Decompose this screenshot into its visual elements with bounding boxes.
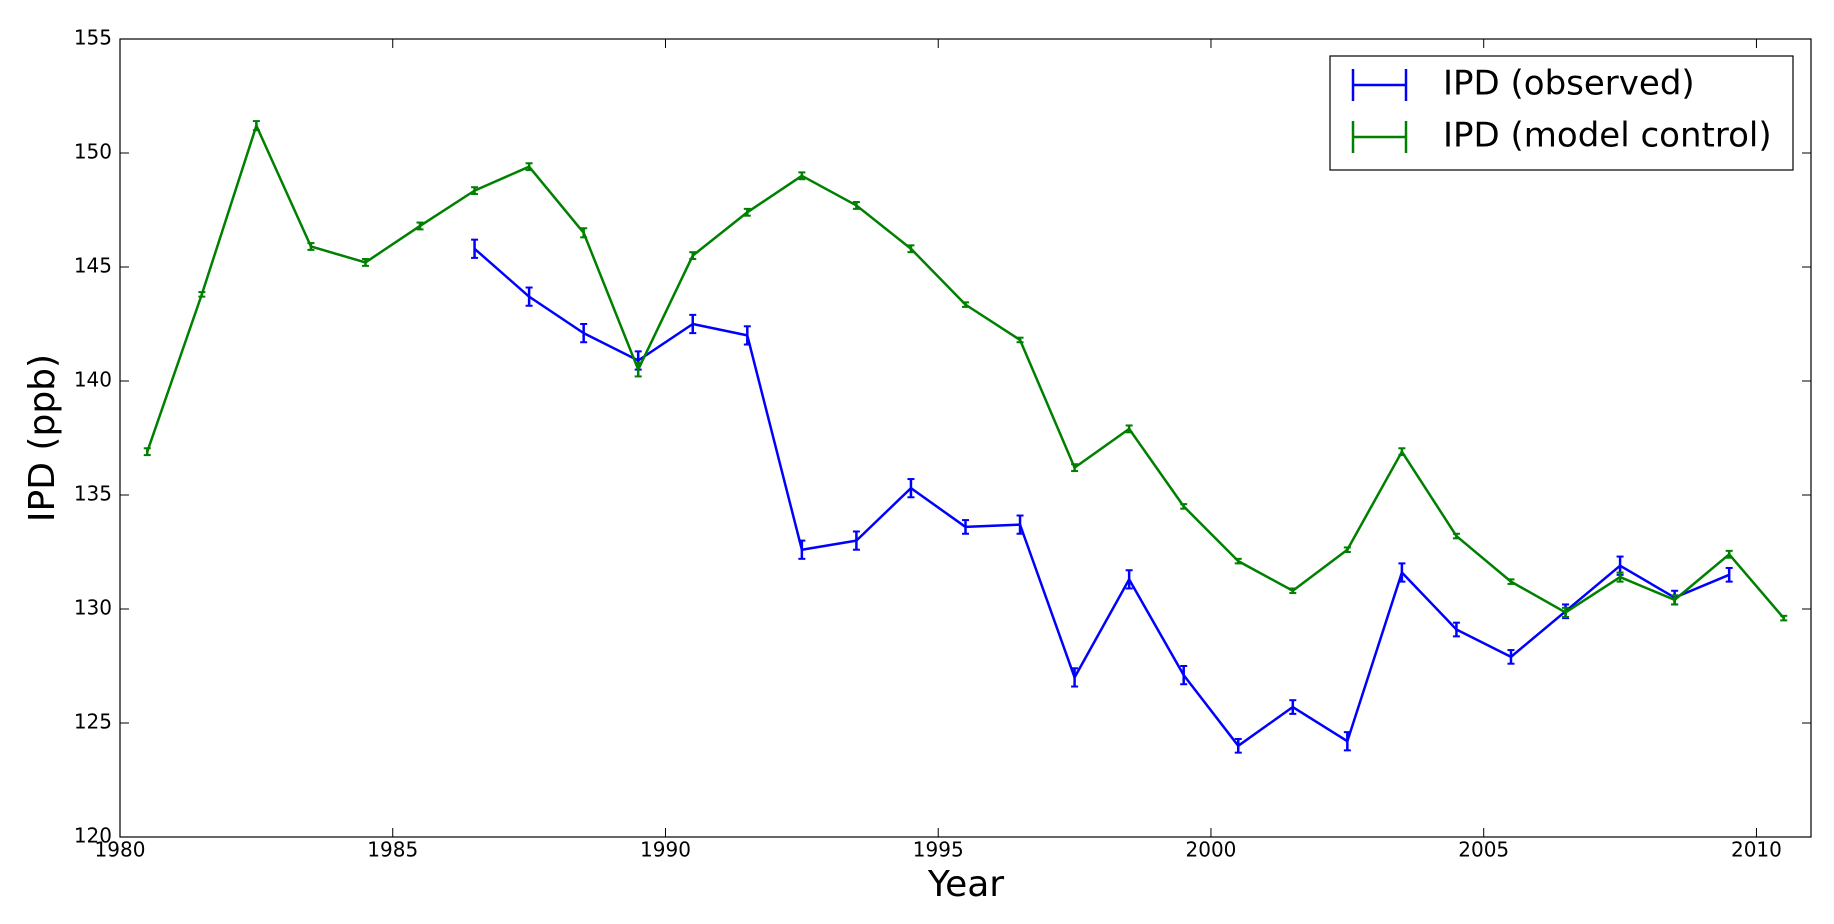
series-line (146, 124, 1785, 619)
error-bar (634, 361, 642, 378)
error-bar (743, 325, 751, 346)
error-bar (1234, 737, 1242, 754)
x-tick-label: 2005 (1458, 838, 1509, 862)
error-bar (252, 120, 260, 132)
error-bar (1071, 463, 1079, 473)
error-bar (1452, 532, 1460, 540)
y-tick-label: 125 (74, 710, 112, 734)
error-bar (1343, 546, 1351, 553)
error-bar (471, 238, 479, 259)
error-bar (1016, 514, 1024, 535)
plot-frame (119, 38, 1812, 838)
error-bar (1725, 566, 1733, 583)
series-line (473, 247, 1730, 748)
error-bar (471, 186, 479, 196)
error-bar (907, 244, 915, 254)
error-bar (1016, 336, 1024, 344)
error-bar (580, 227, 588, 239)
error-bar (307, 242, 315, 251)
legend-label: IPD (observed) (1443, 64, 1695, 104)
error-bar (1507, 578, 1515, 585)
error-bar (852, 201, 860, 210)
y-tick-label: 145 (74, 254, 112, 278)
error-bar (198, 291, 206, 298)
error-bar (1125, 569, 1133, 590)
error-bar (1398, 562, 1406, 583)
error-bar (1125, 424, 1133, 434)
x-tick-label: 2000 (1186, 838, 1237, 862)
x-tick-label: 1980 (95, 838, 146, 862)
y-tick-label: 120 (74, 824, 112, 848)
error-bar (1289, 587, 1297, 595)
error-bar (580, 323, 588, 344)
error-bar (1289, 699, 1297, 715)
y-tick-label: 135 (74, 482, 112, 506)
error-bar (1234, 557, 1242, 565)
error-bar (1725, 549, 1733, 559)
error-bar (1562, 606, 1570, 618)
y-tick-label: 130 (74, 596, 112, 620)
error-bar (1180, 665, 1188, 686)
error-bar (689, 251, 697, 261)
error-bar (1671, 594, 1679, 606)
error-bar (962, 301, 969, 308)
error-bar (1507, 649, 1515, 665)
error-bar (143, 447, 151, 457)
y-axis-label: IPD (ppb) (22, 354, 63, 522)
error-bar (361, 258, 369, 267)
error-bar (1071, 667, 1079, 688)
error-bar (798, 539, 806, 560)
y-tick-label: 140 (74, 368, 112, 392)
legend-label: IPD (model control) (1443, 116, 1772, 156)
error-bar (1780, 614, 1788, 622)
y-tick-label: 155 (74, 26, 112, 50)
error-bar (1343, 731, 1351, 752)
x-tick-label: 1990 (640, 838, 691, 862)
x-axis-label: Year (927, 864, 1004, 905)
error-bar (689, 313, 697, 335)
error-bar (1398, 447, 1406, 457)
x-tick-label: 1995 (913, 838, 964, 862)
error-bar (798, 171, 806, 181)
error-bar (907, 478, 915, 499)
error-bar (1452, 621, 1460, 638)
error-bar (743, 207, 751, 217)
x-tick-label: 1985 (367, 838, 418, 862)
error-bar (416, 221, 424, 231)
x-tick-label: 2010 (1731, 838, 1782, 862)
error-bar (525, 162, 533, 172)
error-bar (852, 530, 860, 551)
error-bar (525, 286, 533, 307)
error-bar (1616, 571, 1624, 583)
y-tick-label: 150 (74, 140, 112, 164)
error-bar (962, 519, 969, 535)
error-bar (1180, 503, 1188, 510)
